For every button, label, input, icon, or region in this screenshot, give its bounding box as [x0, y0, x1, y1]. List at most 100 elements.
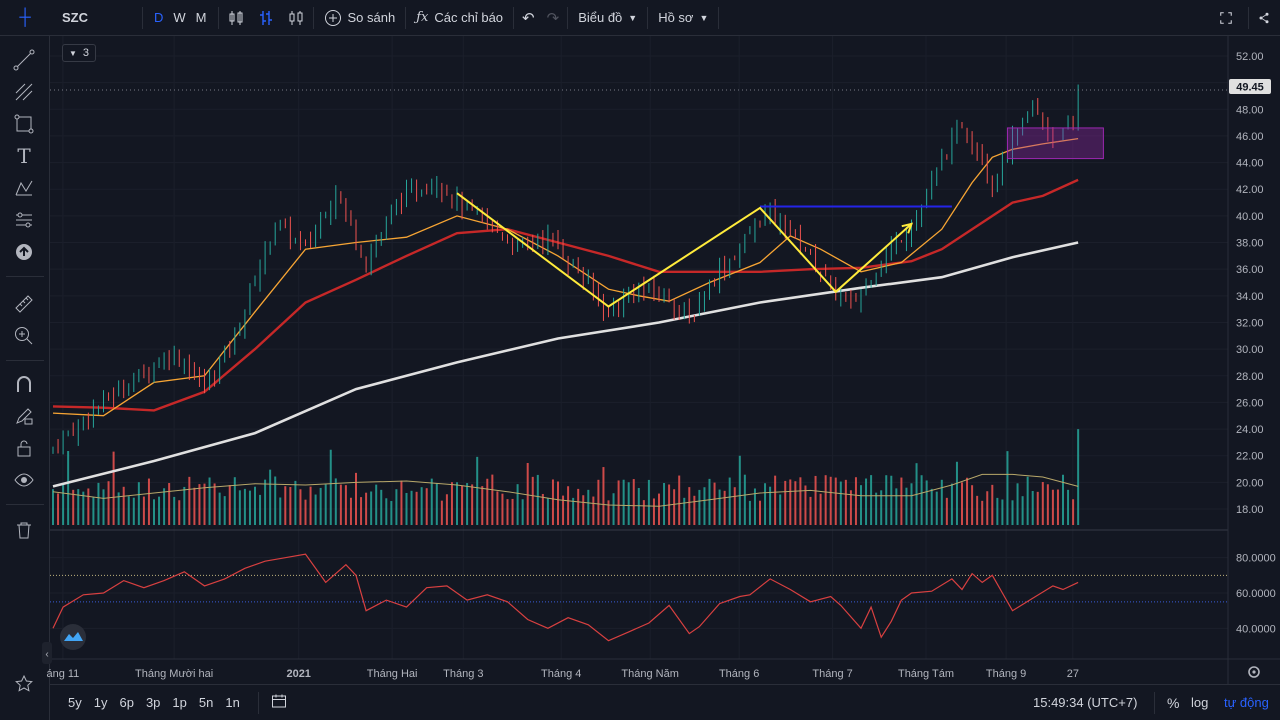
- goto-date-button[interactable]: [261, 693, 297, 712]
- time-tick-label: Tháng Năm: [621, 668, 678, 680]
- price-tick-label: 22.00: [1236, 451, 1264, 463]
- symbol-label: SZC: [62, 10, 88, 25]
- arrow-head: [901, 222, 914, 234]
- divider: [405, 6, 407, 29]
- price-tick-label: 34.00: [1236, 291, 1264, 303]
- chevron-down-icon: ▼: [628, 12, 638, 23]
- auto-scale-toggle[interactable]: tự động: [1224, 695, 1269, 710]
- collapse-toolbar-button[interactable]: ‹: [42, 642, 52, 664]
- calendar-icon: [271, 694, 286, 708]
- range-5n[interactable]: 5n: [198, 695, 214, 710]
- gear-center: [1252, 670, 1256, 674]
- divider: [718, 6, 720, 29]
- zoom-in-icon: [15, 327, 33, 345]
- price-tick-label: 36.00: [1236, 264, 1264, 276]
- star-icon: [15, 674, 33, 692]
- price-tick-label: 48.00: [1236, 104, 1264, 116]
- time-tick-label: 27: [1067, 668, 1079, 680]
- clock-text[interactable]: 15:49:34 (UTC+7): [1033, 695, 1138, 710]
- bar-style-icon[interactable]: [251, 0, 281, 36]
- pattern-lines[interactable]: [456, 192, 914, 308]
- range-1y[interactable]: 1y: [93, 695, 108, 710]
- delete-tool[interactable]: [10, 516, 38, 544]
- measure-tool[interactable]: [10, 206, 38, 234]
- share-icon: [1259, 12, 1269, 23]
- icons-tool[interactable]: [10, 238, 38, 266]
- tradingview-logo[interactable]: [60, 624, 86, 650]
- price-tick-label: 46.00: [1236, 131, 1264, 143]
- plus-circle-icon: [324, 9, 341, 26]
- range-1n[interactable]: 1n: [225, 695, 240, 710]
- bars-style-icon[interactable]: [221, 0, 251, 36]
- compare-button[interactable]: So sánh: [316, 0, 404, 36]
- legend-toggle[interactable]: ▼ 3: [62, 44, 97, 62]
- candle-hollow-icon: [289, 10, 303, 25]
- price-tick-label: 42.00: [1236, 184, 1264, 196]
- text-tool[interactable]: T: [10, 142, 38, 170]
- pattern-tool[interactable]: [10, 174, 38, 202]
- range-3p[interactable]: 3p: [145, 695, 161, 710]
- compare-label: So sánh: [347, 10, 396, 25]
- time-tick-label: Tháng 4: [541, 668, 581, 680]
- time-tick-label: Tháng Mười hai: [135, 668, 213, 680]
- crosshair-icon[interactable]: ┼: [19, 8, 31, 26]
- rsi-axis[interactable]: 80.0000 60.0000 40.0000: [1236, 553, 1276, 636]
- time-tick-label: Tháng Tám: [898, 668, 954, 680]
- range-1p[interactable]: 1p: [172, 695, 187, 710]
- rectangle-icon: [14, 114, 34, 134]
- chevron-down-icon: ▼: [699, 12, 709, 23]
- interval-m[interactable]: M: [195, 10, 207, 25]
- time-tick-label: Tháng 7: [812, 668, 852, 680]
- time-tick-label: 2021: [286, 668, 310, 680]
- lock-drawing-tool[interactable]: [10, 402, 38, 430]
- profile-label: Hồ sơ: [658, 10, 694, 25]
- price-tick-label: 32.00: [1236, 317, 1264, 329]
- percent-scale-toggle[interactable]: %: [1167, 694, 1180, 711]
- redo-button[interactable]: ↷: [541, 0, 566, 36]
- ruler-tool[interactable]: [10, 290, 38, 318]
- magnet-tool[interactable]: [10, 370, 38, 398]
- interval-d[interactable]: D: [154, 10, 164, 25]
- interval-w[interactable]: W: [173, 10, 186, 25]
- shape-tool[interactable]: [10, 110, 38, 138]
- pencil-lock-icon: [16, 408, 33, 425]
- share-button[interactable]: [1250, 0, 1278, 36]
- last-price-badge: [1229, 79, 1271, 94]
- settings-button[interactable]: [1248, 666, 1260, 678]
- time-axis[interactable]: áng 11 Tháng Mười hai 2021 Tháng Hai Tháng 3…: [46, 668, 1078, 680]
- chart-layout-button[interactable]: Biểu đồ ▼: [570, 0, 645, 36]
- ma-fast-line: [52, 137, 1079, 417]
- divider: [312, 6, 314, 29]
- log-scale-toggle[interactable]: log: [1191, 695, 1209, 710]
- cloud-logo-icon: [64, 632, 83, 641]
- symbol-search[interactable]: SZC: [0, 0, 140, 36]
- favorites-tool[interactable]: [10, 670, 38, 698]
- time-tick-label: áng 11: [46, 668, 79, 680]
- lock-tool[interactable]: [10, 434, 38, 462]
- time-tick-label: Tháng Hai: [367, 668, 418, 680]
- undo-button[interactable]: ↶: [516, 0, 541, 36]
- prediction-icon: [16, 212, 32, 228]
- price-tick-label: 18.00: [1236, 504, 1264, 516]
- divider: [513, 6, 515, 29]
- hollow-candles-icon[interactable]: [281, 0, 311, 36]
- zoom-tool[interactable]: [10, 322, 38, 350]
- interval-group: D W M: [145, 0, 216, 36]
- indicators-button[interactable]: ƒx Các chỉ báo: [408, 0, 511, 36]
- indicators-label: Các chỉ báo: [434, 10, 504, 25]
- fullscreen-button[interactable]: [1212, 0, 1240, 36]
- range-6p[interactable]: 6p: [119, 695, 134, 710]
- trend-line-tool[interactable]: [10, 46, 38, 74]
- visibility-tool[interactable]: [10, 466, 38, 494]
- time-tick-label: Tháng 3: [443, 668, 483, 680]
- consolidation-box[interactable]: [1006, 127, 1104, 160]
- undo-icon: ↶: [522, 9, 535, 27]
- range-5y[interactable]: 5y: [68, 695, 82, 710]
- candles-icon: [229, 10, 243, 25]
- fib-tool[interactable]: [10, 78, 38, 106]
- price-axis[interactable]: 52.0050.0048.0046.0044.0042.0040.0038.00…: [1236, 51, 1264, 516]
- chevron-left-icon: ‹: [45, 649, 48, 660]
- redo-icon: ↷: [546, 9, 560, 27]
- profile-button[interactable]: Hồ sơ ▼: [650, 0, 716, 36]
